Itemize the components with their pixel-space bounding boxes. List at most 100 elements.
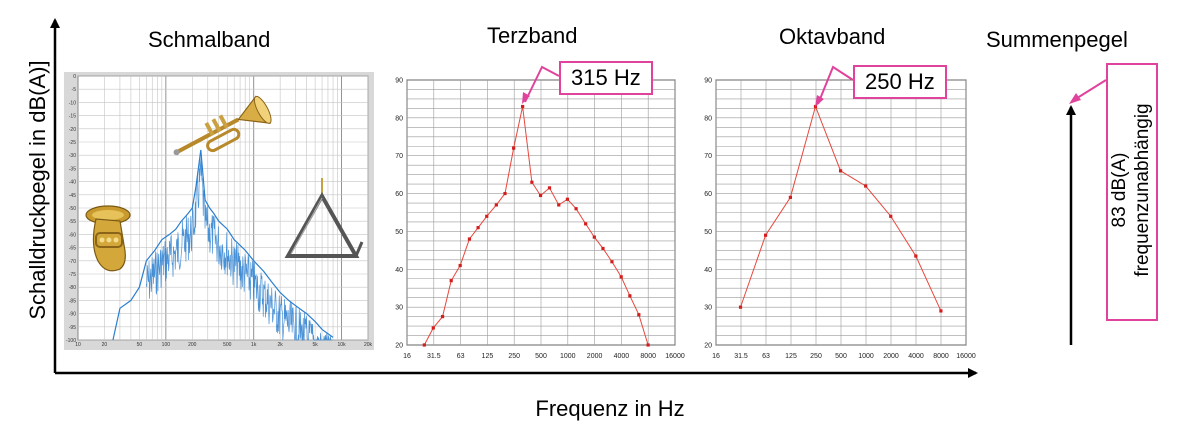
octave-callout-pointer bbox=[817, 65, 854, 105]
octave-x-tick: 500 bbox=[835, 353, 847, 360]
third-octave-x-tick: 250 bbox=[508, 353, 520, 360]
third-octave-x-tick: 31.5 bbox=[427, 353, 441, 360]
third-octave-x-tick: 500 bbox=[535, 353, 547, 360]
third-octave-x-tick: 63 bbox=[457, 353, 465, 360]
narrowband-tick-labels: 10 20 50 100 200 500 1k 2k 5k 10k 20k 0 -5 -10 -15 -20 -… bbox=[66, 74, 373, 348]
narrowband-y-tick: -75 bbox=[69, 272, 76, 278]
octave-point bbox=[889, 214, 893, 218]
third-octave-point bbox=[557, 203, 561, 207]
octave-x-tick: 125 bbox=[785, 353, 797, 360]
narrowband-y-tick: -15 bbox=[69, 114, 76, 120]
third-octave-y-tick: 60 bbox=[395, 191, 403, 198]
narrowband-x-tick: 1k bbox=[251, 342, 257, 348]
third-octave-point bbox=[619, 275, 623, 279]
octave-callout-arrowhead bbox=[815, 95, 824, 107]
narrowband-x-tick: 20k bbox=[364, 342, 373, 348]
third-octave-point bbox=[565, 197, 570, 201]
third-octave-x-tick: 4000 bbox=[614, 353, 630, 360]
narrowband-y-tick: -20 bbox=[69, 127, 76, 133]
third-octave-grid bbox=[406, 79, 676, 346]
third-octave-callout-pointer bbox=[524, 65, 560, 103]
third-octave-point bbox=[628, 294, 632, 298]
narrowband-y-tick: -100 bbox=[66, 338, 76, 344]
third-octave-series bbox=[422, 104, 650, 347]
third-octave-point bbox=[440, 315, 445, 319]
narrowband-y-tick: -65 bbox=[69, 246, 76, 252]
narrowband-x-tick: 50 bbox=[137, 342, 143, 348]
narrowband-x-tick: 100 bbox=[162, 342, 171, 348]
octave-grid bbox=[715, 79, 967, 346]
third-octave-point bbox=[538, 193, 543, 198]
trumpet-icon bbox=[173, 95, 272, 156]
narrowband-y-tick: -40 bbox=[69, 180, 76, 186]
octave-y-tick: 90 bbox=[704, 78, 712, 85]
third-octave-point bbox=[494, 203, 498, 207]
narrowband-y-tick: -90 bbox=[69, 312, 76, 318]
narrowband-y-tick: -80 bbox=[69, 285, 76, 291]
octave-y-tick: 40 bbox=[704, 267, 712, 274]
third-octave-line bbox=[423, 106, 649, 346]
narrowband-spectrum bbox=[112, 149, 334, 341]
third-octave-y-tick: 90 bbox=[395, 78, 403, 85]
narrowband-x-tick: 10 bbox=[75, 342, 81, 348]
third-octave-x-tick: 1000 bbox=[560, 353, 576, 360]
sum-level-callout-text: 83 dB(A) frequenzunabhängig bbox=[1108, 60, 1154, 320]
main-x-axis-label: Frequenz in Hz bbox=[535, 396, 685, 421]
octave-x-tick: 1000 bbox=[858, 353, 874, 360]
third-octave-point bbox=[584, 222, 588, 226]
sum-callout-arrowhead bbox=[1069, 93, 1081, 104]
sum-callout-pointer bbox=[1073, 79, 1107, 101]
third-octave-y-tick: 50 bbox=[395, 229, 403, 236]
narrowband-x-tick: 200 bbox=[188, 342, 197, 348]
third-octave-point bbox=[610, 260, 614, 264]
third-octave-point bbox=[521, 104, 525, 109]
third-octave-y-tick: 80 bbox=[395, 115, 403, 122]
octave-chart: 16 31.5 63 125 250 500 1000 2000 4000 8000 16000 20… bbox=[704, 78, 976, 361]
narrowband-title: Schmalband bbox=[148, 27, 271, 52]
third-octave-x-tick: 8000 bbox=[640, 353, 656, 360]
narrowband-x-tick: 2k bbox=[278, 342, 284, 348]
narrowband-y-tick: -10 bbox=[69, 100, 76, 106]
narrowband-y-tick: -25 bbox=[69, 140, 76, 146]
third-octave-callout-arrowhead bbox=[522, 92, 530, 104]
narrowband-y-tick: -30 bbox=[69, 153, 76, 159]
third-octave-point bbox=[485, 214, 489, 218]
third-octave-x-tick: 2000 bbox=[587, 353, 603, 360]
third-octave-point bbox=[646, 343, 650, 347]
octave-x-tick: 16 bbox=[712, 353, 720, 360]
octave-point bbox=[788, 195, 792, 199]
triangle-instrument-icon bbox=[284, 178, 364, 258]
narrowband-y-tick: 0 bbox=[73, 74, 76, 80]
third-octave-point bbox=[422, 343, 426, 347]
octave-point bbox=[764, 233, 768, 237]
narrowband-x-tick: 20 bbox=[102, 342, 108, 348]
third-octave-point bbox=[476, 226, 480, 230]
octave-point bbox=[738, 305, 743, 309]
sum-level-title: Summenpegel bbox=[986, 27, 1128, 52]
third-octave-point bbox=[458, 263, 462, 268]
narrowband-y-tick: -35 bbox=[69, 166, 76, 172]
octave-x-tick: 250 bbox=[810, 353, 822, 360]
third-octave-point bbox=[592, 235, 596, 239]
octave-point bbox=[838, 169, 843, 173]
octave-x-tick: 4000 bbox=[908, 353, 924, 360]
main-y-axis-label: Schalldruckpegel in dB(A)] bbox=[25, 60, 50, 320]
third-octave-point bbox=[449, 279, 453, 283]
third-octave-y-tick: 20 bbox=[395, 343, 403, 350]
narrowband-noise-decoration bbox=[146, 157, 333, 342]
octave-y-tick: 80 bbox=[704, 115, 712, 122]
narrowband-spectrum-line bbox=[112, 149, 334, 341]
sum-level-value: 83 dB(A) bbox=[1109, 152, 1130, 228]
third-octave-x-tick: 125 bbox=[482, 353, 494, 360]
octave-tick-labels: 16 31.5 63 125 250 500 1000 2000 4000 8000 16000 20… bbox=[704, 78, 976, 361]
third-octave-point bbox=[431, 326, 435, 330]
octave-point bbox=[939, 309, 943, 313]
third-octave-x-tick: 16 bbox=[403, 353, 411, 360]
octave-y-tick: 70 bbox=[704, 153, 712, 160]
tuba-icon bbox=[85, 205, 131, 272]
octave-point bbox=[864, 184, 868, 188]
octave-y-tick: 30 bbox=[704, 305, 712, 312]
octave-x-tick: 63 bbox=[762, 353, 770, 360]
narrowband-x-tick: 10k bbox=[338, 342, 347, 348]
